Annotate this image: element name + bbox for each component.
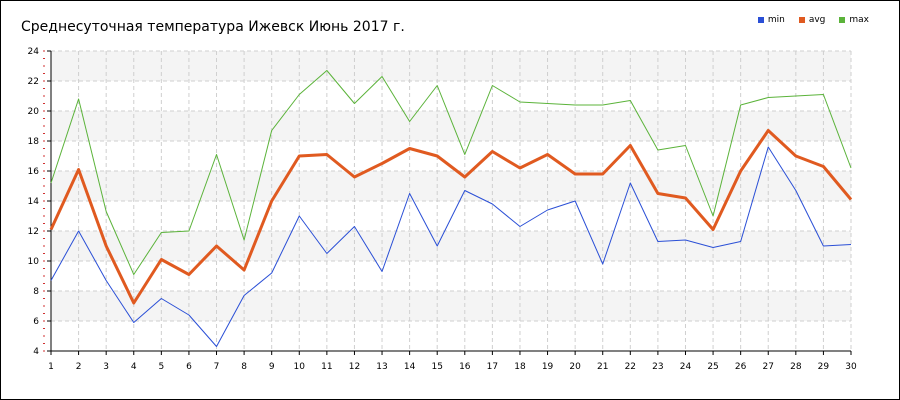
x-tick-label: 11: [321, 362, 332, 372]
legend-swatch-max: [839, 17, 846, 23]
grid-band: [51, 111, 851, 141]
x-tick-label: 24: [680, 362, 692, 372]
x-tick-label: 10: [294, 362, 306, 372]
x-tick-label: 18: [514, 362, 526, 372]
x-tick-label: 12: [349, 362, 360, 372]
grid-band: [51, 291, 851, 321]
y-tick-label: 10: [28, 257, 40, 267]
legend-swatch-min: [757, 17, 764, 23]
x-tick-label: 4: [131, 362, 137, 372]
chart-legend: min avg max: [757, 15, 869, 25]
x-tick-label: 23: [652, 362, 663, 372]
x-tick-label: 1: [48, 362, 54, 372]
y-tick-label: 16: [28, 167, 40, 177]
x-tick-label: 14: [404, 362, 416, 372]
y-tick-label: 24: [28, 47, 40, 57]
x-tick-label: 13: [376, 362, 387, 372]
x-tick-label: 7: [214, 362, 220, 372]
legend-swatch-avg: [798, 17, 805, 23]
grid-band: [51, 231, 851, 261]
x-tick-label: 5: [158, 362, 164, 372]
x-tick-label: 3: [103, 362, 109, 372]
y-tick-label: 4: [33, 347, 39, 357]
x-tick-label: 28: [790, 362, 802, 372]
grid-band: [51, 51, 851, 81]
x-tick-label: 29: [818, 362, 830, 372]
y-tick-label: 22: [28, 77, 39, 87]
x-tick-label: 6: [186, 362, 192, 372]
y-tick-label: 6: [33, 317, 39, 327]
legend-item-min: min: [757, 15, 785, 25]
legend-label-max: max: [849, 15, 869, 25]
legend-item-max: max: [839, 15, 869, 25]
x-tick-label: 16: [459, 362, 471, 372]
series-line-max: [50, 70, 852, 275]
y-tick-label: 12: [28, 227, 39, 237]
x-tick-label: 27: [763, 362, 774, 372]
chart-title: Среднесуточная температура Ижевск Июнь 2…: [21, 19, 405, 35]
x-tick-label: 19: [542, 362, 554, 372]
y-tick-label: 8: [33, 287, 39, 297]
x-tick-label: 20: [569, 362, 581, 372]
x-tick-label: 22: [625, 362, 636, 372]
x-tick-label: 8: [241, 362, 247, 372]
x-tick-label: 30: [845, 362, 857, 372]
legend-label-avg: avg: [808, 15, 826, 25]
series-line-min: [50, 146, 852, 347]
legend-label-min: min: [767, 15, 785, 25]
x-tick-label: 15: [431, 362, 442, 372]
x-tick-label: 26: [735, 362, 747, 372]
x-tick-label: 2: [76, 362, 82, 372]
x-tick-label: 25: [707, 362, 718, 372]
y-tick-label: 18: [28, 137, 40, 147]
y-tick-label: 20: [28, 107, 40, 117]
x-tick-label: 21: [597, 362, 608, 372]
grid-band: [51, 171, 851, 201]
x-tick-label: 9: [269, 362, 275, 372]
x-tick-label: 17: [487, 362, 498, 372]
y-tick-label: 14: [28, 197, 40, 207]
legend-item-avg: avg: [798, 15, 826, 25]
series-line-avg: [49, 129, 853, 305]
